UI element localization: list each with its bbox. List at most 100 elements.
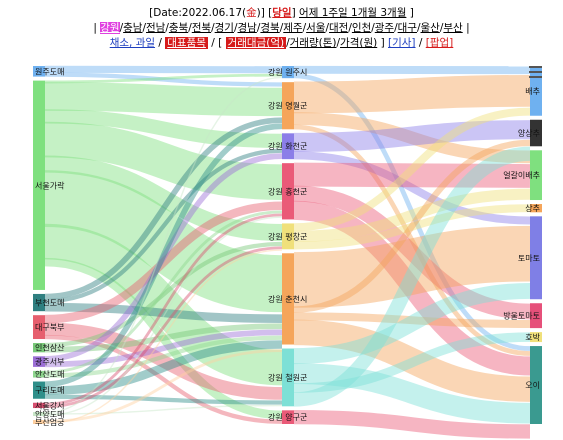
sankey-link[interactable] bbox=[293, 146, 531, 407]
article-link[interactable]: [기사] bbox=[388, 37, 416, 49]
sankey-link[interactable] bbox=[293, 112, 531, 164]
sankey-node[interactable] bbox=[33, 402, 45, 409]
sankey-link[interactable] bbox=[44, 155, 283, 242]
sankey-node[interactable] bbox=[33, 66, 45, 77]
sankey-link[interactable] bbox=[44, 249, 283, 425]
mode-link[interactable]: 거래량(톤) bbox=[289, 37, 337, 49]
sankey-node[interactable] bbox=[282, 410, 294, 424]
sankey-node[interactable] bbox=[530, 332, 542, 343]
sankey-link[interactable] bbox=[44, 329, 283, 368]
region-link[interactable]: 충남 bbox=[123, 22, 143, 34]
region-link[interactable]: 경남 bbox=[237, 22, 257, 34]
sankey-link[interactable] bbox=[293, 107, 531, 232]
sankey-link[interactable] bbox=[44, 170, 283, 313]
sankey-node[interactable] bbox=[530, 150, 542, 201]
sankey-link[interactable] bbox=[44, 223, 283, 386]
sankey-link[interactable] bbox=[44, 246, 283, 409]
sankey-node[interactable] bbox=[33, 80, 45, 290]
sankey-link[interactable] bbox=[44, 241, 283, 348]
sankey-node[interactable] bbox=[530, 346, 542, 424]
sankey-link[interactable] bbox=[293, 204, 531, 250]
sankey-link[interactable] bbox=[293, 139, 531, 313]
sankey-link[interactable] bbox=[44, 340, 283, 396]
sankey-node[interactable] bbox=[282, 348, 294, 407]
period-today[interactable]: 당일 bbox=[272, 7, 292, 19]
sankey-node[interactable] bbox=[33, 381, 45, 399]
sankey-link[interactable] bbox=[293, 410, 531, 439]
sankey-link[interactable] bbox=[293, 319, 531, 402]
sankey-node[interactable] bbox=[530, 204, 542, 213]
sankey-node[interactable] bbox=[530, 66, 542, 116]
mode-link[interactable]: 가격(원) bbox=[340, 37, 378, 49]
sankey-node[interactable] bbox=[282, 253, 294, 345]
sankey-link[interactable] bbox=[293, 120, 531, 152]
sankey-link[interactable] bbox=[293, 185, 531, 320]
period-options[interactable]: 어제 1주일 1개월 3개월 bbox=[299, 7, 407, 19]
sankey-link[interactable] bbox=[293, 124, 531, 356]
items-vegetables[interactable]: 채소, 과일 bbox=[109, 37, 156, 49]
sankey-node[interactable] bbox=[530, 216, 542, 300]
sankey-link[interactable] bbox=[44, 213, 283, 406]
sankey-link[interactable] bbox=[44, 72, 283, 87]
region-link[interactable]: 인천 bbox=[351, 22, 372, 34]
sankey-link[interactable] bbox=[44, 335, 283, 378]
region-link[interactable]: 전북 bbox=[191, 22, 212, 34]
sankey-node[interactable] bbox=[33, 420, 45, 424]
sankey-link[interactable] bbox=[293, 73, 531, 351]
region-link[interactable]: 전남 bbox=[146, 22, 166, 34]
sankey-link[interactable] bbox=[293, 188, 531, 242]
sankey-link[interactable] bbox=[44, 257, 283, 420]
sankey-link[interactable] bbox=[44, 394, 283, 405]
sankey-node[interactable] bbox=[33, 370, 45, 378]
sankey-link[interactable] bbox=[293, 282, 531, 365]
sankey-node[interactable] bbox=[530, 303, 542, 329]
region-link[interactable]: 대전 bbox=[329, 22, 349, 34]
sankey-link[interactable] bbox=[44, 404, 283, 415]
sankey-link[interactable] bbox=[44, 123, 283, 388]
region-link[interactable]: 부산 bbox=[443, 22, 463, 34]
region-link[interactable]: 울산 bbox=[420, 22, 440, 34]
sankey-node[interactable] bbox=[33, 315, 45, 340]
sankey-link[interactable] bbox=[293, 225, 531, 308]
sankey-node[interactable] bbox=[33, 293, 45, 312]
popup-link[interactable]: [팝업] bbox=[425, 37, 454, 49]
region-link[interactable]: 제주 bbox=[283, 22, 303, 34]
sankey-node[interactable] bbox=[282, 82, 294, 130]
region-link[interactable]: 충북 bbox=[168, 22, 189, 34]
sankey-node[interactable] bbox=[33, 343, 45, 353]
sankey-link[interactable] bbox=[293, 74, 531, 114]
sankey-link[interactable] bbox=[44, 73, 283, 84]
sankey-link[interactable] bbox=[44, 349, 283, 423]
sankey-node[interactable] bbox=[33, 412, 45, 417]
sankey-link[interactable] bbox=[44, 201, 283, 324]
sankey-link[interactable] bbox=[44, 117, 283, 300]
region-link[interactable]: 경기 bbox=[214, 22, 234, 34]
sankey-link[interactable] bbox=[44, 82, 283, 117]
sankey-link[interactable] bbox=[44, 109, 283, 149]
region-link[interactable]: 서울 bbox=[306, 22, 326, 34]
sankey-node[interactable] bbox=[282, 66, 294, 79]
sankey-link[interactable] bbox=[44, 153, 283, 362]
sankey-link[interactable] bbox=[44, 323, 283, 353]
region-selected[interactable]: 강원 bbox=[100, 22, 120, 34]
sankey-link[interactable] bbox=[293, 312, 531, 328]
sankey-link[interactable] bbox=[44, 302, 283, 323]
sankey-node[interactable] bbox=[282, 163, 294, 220]
region-link[interactable]: 광주 bbox=[374, 22, 395, 34]
menu-icon[interactable] bbox=[529, 66, 542, 78]
mode-selected[interactable]: 거래대금(억) bbox=[225, 37, 287, 49]
sankey-node[interactable] bbox=[282, 223, 294, 250]
sankey-link[interactable] bbox=[44, 148, 283, 304]
sankey-link[interactable] bbox=[44, 121, 283, 200]
sankey-link[interactable] bbox=[44, 322, 283, 400]
sankey-link[interactable] bbox=[44, 210, 283, 374]
items-representative[interactable]: 대표품목 bbox=[165, 37, 208, 49]
sankey-link[interactable] bbox=[44, 216, 283, 417]
sankey-node[interactable] bbox=[33, 356, 45, 367]
sankey-link[interactable] bbox=[293, 200, 531, 376]
sankey-link[interactable] bbox=[293, 363, 531, 424]
sankey-link[interactable] bbox=[293, 151, 531, 225]
region-link[interactable]: 대구 bbox=[397, 22, 417, 34]
sankey-link[interactable] bbox=[293, 162, 531, 188]
sankey-node[interactable] bbox=[282, 133, 294, 160]
